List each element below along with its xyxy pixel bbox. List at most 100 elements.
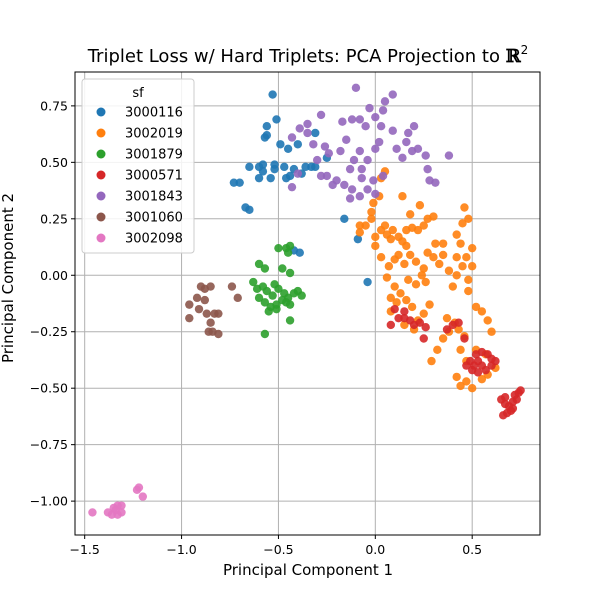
data-point — [498, 411, 508, 420]
x-axis-label: Principal Component 1 — [223, 561, 393, 579]
data-point — [442, 313, 452, 323]
data-point — [363, 277, 372, 287]
data-point — [293, 169, 303, 178]
data-point — [293, 140, 303, 149]
data-point — [456, 345, 465, 354]
data-point — [260, 133, 270, 142]
data-point — [452, 271, 461, 280]
y-axis-ticks: −1.00 −0.75 −0.50 −0.25 0.00 0.25 0.50 0.75 — [30, 98, 75, 509]
data-point — [425, 300, 434, 309]
data-point — [400, 259, 409, 269]
data-point — [262, 122, 272, 131]
data-point — [134, 483, 144, 492]
data-point — [407, 302, 417, 312]
data-point — [376, 122, 386, 131]
data-point — [363, 155, 372, 165]
data-point — [471, 302, 481, 312]
data-point — [297, 291, 306, 300]
data-point — [415, 318, 425, 327]
data-point — [311, 162, 320, 172]
data-point — [388, 126, 397, 135]
data-point — [312, 155, 322, 165]
data-point — [435, 259, 444, 269]
data-point — [464, 214, 473, 224]
data-point — [487, 327, 496, 336]
data-point — [477, 374, 487, 384]
data-point — [214, 329, 223, 339]
data-point — [285, 268, 295, 278]
y-tick-label: 0.25 — [40, 211, 68, 226]
data-point — [371, 189, 380, 199]
data-point — [200, 295, 210, 305]
data-point — [400, 320, 409, 330]
data-point — [456, 239, 465, 248]
data-point — [452, 253, 461, 262]
data-point — [380, 97, 390, 106]
data-point — [460, 203, 469, 212]
series-3000571 — [386, 304, 525, 420]
data-point — [431, 178, 440, 187]
data-point — [444, 266, 454, 275]
data-point — [400, 307, 409, 316]
data-points — [88, 83, 525, 519]
legend-label: 3001060 — [125, 211, 183, 226]
y-axis-label: Principal Component 2 — [0, 193, 17, 363]
x-tick-label: −1.0 — [166, 542, 196, 557]
data-point — [363, 185, 372, 194]
y-tick-label: 0.75 — [40, 98, 68, 113]
data-point — [309, 140, 318, 149]
data-point — [245, 162, 254, 172]
data-point — [281, 173, 291, 183]
data-point — [392, 298, 401, 307]
legend-label: 3001879 — [125, 148, 183, 163]
data-point — [322, 171, 332, 181]
data-point — [454, 325, 463, 334]
data-point — [342, 135, 351, 144]
data-point — [345, 194, 355, 203]
data-point — [367, 214, 376, 224]
data-point — [398, 192, 407, 201]
data-point — [483, 316, 492, 325]
data-point — [283, 248, 293, 257]
legend-marker — [96, 233, 106, 243]
legend-marker — [96, 191, 106, 201]
data-point — [500, 393, 510, 402]
data-point — [338, 117, 347, 126]
data-point — [411, 257, 421, 266]
data-point — [388, 90, 397, 99]
data-point — [194, 304, 204, 314]
data-point — [287, 133, 297, 142]
data-point — [320, 142, 330, 151]
data-point — [206, 318, 215, 327]
data-point — [481, 365, 490, 375]
data-point — [371, 112, 380, 122]
data-point — [260, 298, 270, 307]
data-point — [508, 404, 518, 413]
data-point — [185, 313, 194, 323]
data-point — [355, 228, 365, 237]
data-point — [254, 173, 264, 183]
data-point — [462, 253, 471, 262]
x-axis-ticks: −1.5 −1.0 −0.5 0.0 0.5 — [70, 535, 482, 557]
data-point — [233, 293, 242, 303]
data-point — [369, 176, 378, 185]
x-tick-label: 0.5 — [462, 542, 482, 557]
data-point — [357, 164, 366, 174]
data-point — [357, 173, 366, 183]
data-point — [462, 377, 471, 386]
data-point — [268, 291, 277, 300]
data-point — [260, 329, 270, 339]
legend-marker — [96, 128, 106, 138]
data-point — [413, 144, 423, 153]
y-tick-label: 0.00 — [40, 268, 68, 283]
data-point — [278, 264, 287, 273]
data-point — [376, 253, 386, 262]
data-point — [419, 264, 428, 273]
data-point — [409, 122, 419, 131]
data-point — [404, 275, 413, 284]
data-point — [419, 334, 428, 343]
data-point — [303, 128, 312, 138]
legend-marker — [96, 107, 106, 117]
data-point — [361, 221, 370, 230]
